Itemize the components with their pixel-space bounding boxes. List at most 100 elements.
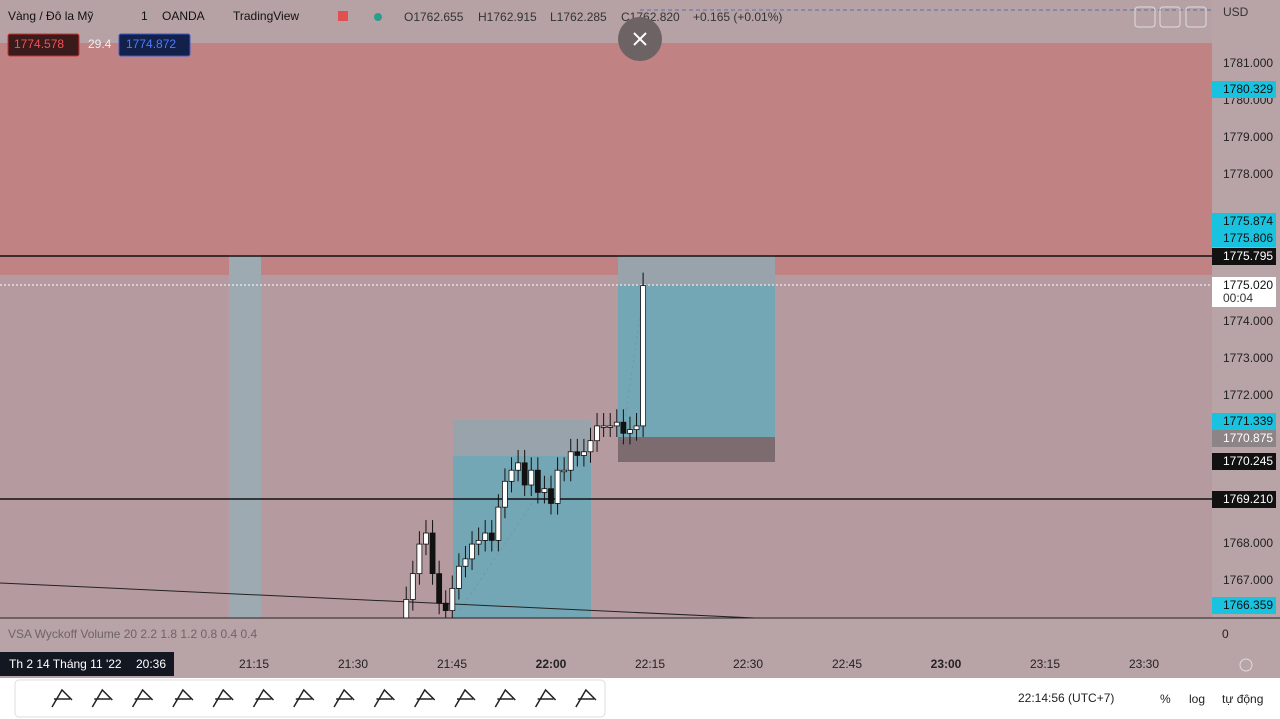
tool-icon — [212, 688, 234, 708]
price-tag-text: 1775.806 — [1223, 231, 1273, 245]
header-text: TradingView — [233, 9, 299, 23]
header-button[interactable] — [1159, 6, 1181, 28]
ohlc-value: L1762.285 — [550, 10, 607, 24]
price-label: 1781.000 — [1223, 56, 1273, 70]
candle-body — [482, 532, 489, 541]
time-label: 22:15 — [635, 657, 665, 671]
settings-icon[interactable] — [1239, 658, 1253, 672]
indicator-label: VSA Wyckoff Volume 20 2.2 1.8 1.2 0.8 0.… — [8, 627, 257, 641]
price-tag-text: 1769.210 — [1223, 492, 1273, 506]
price-tag — [1212, 248, 1276, 265]
candle-body — [409, 573, 416, 600]
tool-icon — [293, 688, 315, 708]
close-icon — [633, 32, 647, 46]
candle-body — [508, 469, 515, 482]
candle-body — [574, 451, 581, 456]
indicator-pane — [0, 618, 1280, 650]
tool-icon — [373, 688, 395, 708]
stop-box — [618, 437, 775, 462]
price-tag-text: 1775.874 — [1223, 214, 1273, 228]
currency[interactable]: USD — [1223, 5, 1249, 19]
candle-body — [633, 425, 640, 431]
tool-icon — [494, 688, 516, 708]
candle-body — [475, 539, 482, 545]
countdown: 00:04 — [1223, 291, 1253, 305]
sell-button[interactable] — [7, 33, 80, 57]
candle-body — [554, 469, 561, 504]
candle-body — [620, 421, 627, 434]
candle-body — [455, 565, 462, 589]
session-strip — [229, 255, 261, 618]
tool-icon — [333, 688, 355, 708]
candle-body — [521, 462, 528, 486]
header-button[interactable] — [1134, 6, 1156, 28]
position-box-top — [453, 420, 591, 456]
indicator-value: 0 — [1222, 627, 1229, 641]
price-label: 1779.000 — [1223, 130, 1273, 144]
price-axis-bg — [1212, 0, 1280, 618]
cursor-date: Th 2 14 Tháng 11 '22 — [9, 657, 122, 671]
buy-price: 1774.872 — [126, 37, 176, 51]
buy-button[interactable] — [118, 33, 191, 57]
price-tag — [1212, 213, 1276, 230]
auto-toggle[interactable]: tự động — [1222, 692, 1263, 706]
resistance-zone — [0, 43, 1212, 275]
candle-body — [594, 425, 600, 442]
candle-body — [436, 573, 443, 604]
price-tag — [1212, 491, 1276, 508]
candle-body — [613, 421, 620, 427]
tool-icon — [414, 688, 436, 708]
cursor-date-bg — [0, 652, 174, 676]
price-label: 1767.000 — [1223, 573, 1273, 587]
price-tag — [1212, 277, 1276, 307]
candle-body — [416, 543, 423, 575]
price-tag-text: 1766.359 — [1223, 598, 1273, 612]
ohlc-value: +0.165 (+0.01%) — [693, 10, 782, 24]
tool-icon — [131, 688, 154, 708]
ohlc-value: H1762.915 — [478, 10, 537, 24]
tool-icon — [252, 688, 275, 708]
time-label: 23:15 — [1030, 657, 1060, 671]
candle-body — [561, 469, 568, 473]
candle-body — [515, 462, 521, 471]
header-button[interactable] — [1185, 6, 1207, 28]
candle-body — [502, 480, 508, 508]
price-label: 1778.000 — [1223, 167, 1273, 181]
log-toggle[interactable]: log — [1189, 692, 1205, 706]
tool-icon — [91, 688, 113, 708]
price-tag — [1212, 230, 1276, 247]
price-tag-text: 1780.329 — [1223, 82, 1273, 96]
header-text: OANDA — [162, 9, 205, 23]
time-label: 23:00 — [931, 657, 962, 671]
candle-body — [528, 469, 535, 486]
status-dot — [374, 13, 382, 21]
sell-price: 1774.578 — [14, 37, 64, 51]
candle-body — [640, 285, 647, 427]
price-label: 1768.000 — [1223, 536, 1273, 550]
price-tag-text: 1775.795 — [1223, 249, 1273, 263]
candle-body — [548, 488, 554, 504]
top-strip — [0, 0, 1212, 43]
time-label: 21:15 — [239, 657, 269, 671]
tool-icon — [51, 688, 73, 708]
candle-body — [607, 425, 614, 428]
price-tag-text: 1770.875 — [1223, 431, 1273, 445]
time-label: 21:30 — [338, 657, 368, 671]
position-box-top — [618, 255, 775, 285]
candle-body — [403, 599, 410, 619]
candle-body — [495, 506, 502, 541]
time-label: 22:30 — [733, 657, 763, 671]
tool-icon — [172, 688, 194, 708]
header-text: 1 — [141, 9, 148, 23]
candle-body — [449, 588, 456, 611]
price-tag — [1212, 430, 1276, 447]
percent-toggle[interactable]: % — [1160, 692, 1171, 706]
flag — [338, 11, 348, 21]
price-tag — [1212, 413, 1276, 430]
candle-body — [469, 543, 475, 560]
candle-body — [541, 488, 548, 493]
price-tag — [1212, 81, 1276, 98]
time-label: 23:30 — [1129, 657, 1159, 671]
